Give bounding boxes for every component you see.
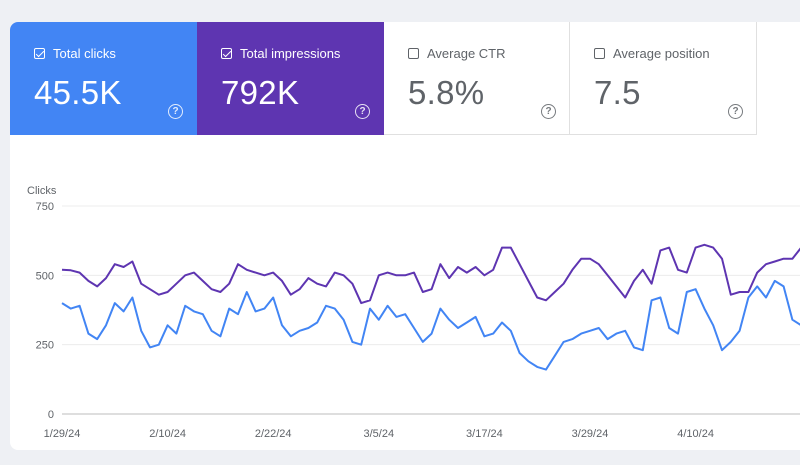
y-axis-title: Clicks	[27, 185, 57, 197]
help-icon[interactable]: ?	[728, 104, 743, 119]
clicks-series-line	[61, 279, 800, 371]
metric-card-header: Total clicks	[34, 46, 116, 61]
y-tick-label: 750	[36, 201, 54, 213]
metric-value: 7.5	[594, 74, 641, 111]
metric-card-average-ctr[interactable]: Average CTR 5.8% ?	[384, 22, 570, 135]
y-tick-label: 250	[36, 340, 54, 352]
performance-chart: Clicks 750 500 250 0 1/29/24 2/10/24 2/22/24 3…	[27, 185, 800, 440]
help-icon[interactable]: ?	[541, 104, 556, 119]
metric-label: Average position	[613, 46, 710, 61]
metric-label: Total impressions	[240, 46, 341, 61]
metric-label: Average CTR	[427, 46, 506, 61]
metric-value: 792K	[221, 74, 300, 111]
chart-gridlines	[62, 205, 800, 415]
x-tick-label: 3/5/24	[364, 428, 395, 440]
metric-value: 5.8%	[408, 74, 485, 111]
x-tick-label: 1/29/24	[44, 428, 81, 440]
y-tick-label: 0	[48, 409, 54, 421]
metric-value: 45.5K	[34, 74, 122, 111]
performance-panel: Total clicks 45.5K ? Total impressions 7…	[10, 22, 800, 450]
help-icon[interactable]: ?	[168, 104, 183, 119]
metric-cards: Total clicks 45.5K ? Total impressions 7…	[10, 22, 757, 135]
x-tick-label: 2/10/24	[149, 428, 186, 440]
x-tick-label: 2/22/24	[255, 428, 292, 440]
checkbox-unchecked-icon[interactable]	[408, 48, 419, 59]
metric-card-header: Total impressions	[221, 46, 340, 61]
metric-card-total-impressions[interactable]: Total impressions 792K ?	[197, 22, 384, 135]
metric-card-header: Average CTR	[408, 46, 506, 61]
metric-card-average-position[interactable]: Average position 7.5 ?	[570, 22, 757, 135]
metric-card-total-clicks[interactable]: Total clicks 45.5K ?	[10, 22, 197, 135]
x-tick-label: 3/17/24	[466, 428, 503, 440]
checkbox-checked-icon[interactable]	[34, 48, 45, 59]
help-icon[interactable]: ?	[355, 104, 370, 119]
x-tick-label: 4/10/24	[677, 428, 714, 440]
checkbox-unchecked-icon[interactable]	[594, 48, 605, 59]
impressions-series-line	[61, 243, 800, 305]
x-axis-ticks: 1/29/24 2/10/24 2/22/24 3/5/24 3/17/24 3/29/2…	[44, 428, 714, 440]
y-axis-ticks: 750 500 250 0	[36, 201, 54, 421]
metric-card-header: Average position	[594, 46, 710, 61]
y-tick-label: 500	[36, 270, 54, 282]
chart-series	[61, 243, 800, 371]
metric-label: Total clicks	[53, 46, 116, 61]
checkbox-checked-icon[interactable]	[221, 48, 232, 59]
x-tick-label: 3/29/24	[572, 428, 609, 440]
